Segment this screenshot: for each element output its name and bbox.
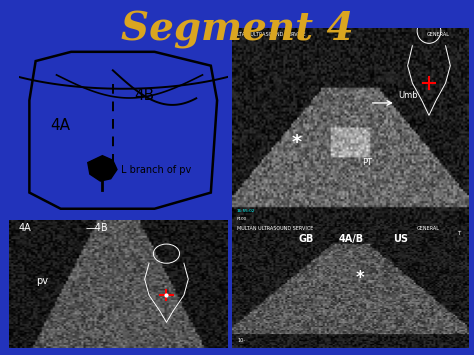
Text: 16:55:02: 16:55:02: [237, 209, 255, 213]
Text: Umb: Umb: [398, 91, 418, 100]
Text: GB: GB: [299, 234, 314, 244]
Text: GENERAL: GENERAL: [427, 32, 450, 37]
Text: MULTAN ULTRASOUND SERVICE: MULTAN ULTRASOUND SERVICE: [237, 226, 313, 231]
Text: *: *: [292, 133, 301, 152]
Text: LTAN ULTRASOUND SERVICE: LTAN ULTRASOUND SERVICE: [237, 32, 306, 37]
Text: 4B: 4B: [134, 88, 154, 103]
Text: P100: P100: [237, 217, 247, 221]
Text: pv: pv: [36, 276, 48, 286]
Text: Segment 4: Segment 4: [121, 11, 353, 49]
Text: PT: PT: [363, 158, 373, 167]
Text: T: T: [457, 230, 461, 235]
Text: L branch of pv: L branch of pv: [121, 165, 191, 175]
Polygon shape: [88, 155, 117, 181]
Text: 4A: 4A: [51, 118, 71, 133]
Text: US: US: [393, 234, 409, 244]
Text: *: *: [356, 269, 364, 287]
Text: GENERAL: GENERAL: [417, 226, 440, 231]
Text: 4A/B: 4A/B: [339, 234, 364, 244]
Text: 4A: 4A: [18, 223, 31, 233]
Text: —4B: —4B: [86, 223, 109, 233]
Text: 10-: 10-: [237, 338, 245, 343]
